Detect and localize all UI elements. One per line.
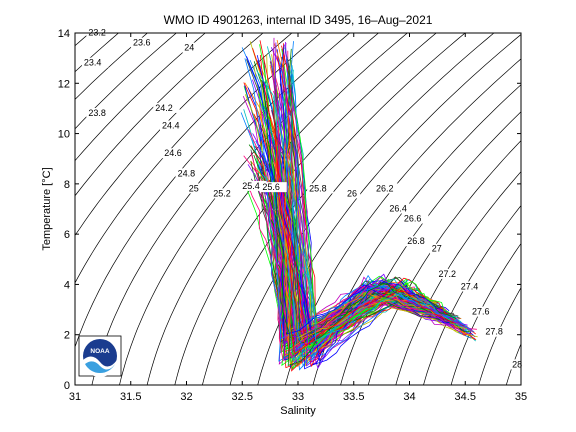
y-tick-label: 10 bbox=[58, 129, 70, 141]
noaa-logo: NOAA bbox=[78, 335, 122, 377]
contour-label-background bbox=[436, 268, 463, 279]
contour-label: 24 bbox=[184, 43, 194, 53]
contour-label-background bbox=[307, 183, 334, 194]
contour-label: 26 bbox=[347, 188, 357, 198]
contour-label: 27.4 bbox=[461, 281, 479, 291]
contour-label-background bbox=[345, 188, 361, 199]
y-tick-label: 14 bbox=[58, 28, 70, 40]
contour-label: 27.8 bbox=[485, 327, 503, 337]
contour-label: 23.6 bbox=[133, 38, 151, 48]
contour-label-background bbox=[182, 42, 198, 53]
contour-label: 26.2 bbox=[376, 183, 394, 193]
contour-label-background bbox=[483, 326, 510, 337]
contour-label: 25.6 bbox=[262, 182, 280, 192]
contour-label-background bbox=[186, 183, 202, 194]
profile-line bbox=[260, 110, 438, 340]
x-tick-label: 34.5 bbox=[455, 391, 476, 403]
profile-line bbox=[256, 70, 436, 342]
y-tick-label: 6 bbox=[64, 229, 70, 241]
contour-label-background bbox=[387, 203, 414, 214]
contour-label-background bbox=[159, 120, 187, 131]
density-contour-line bbox=[75, 33, 264, 237]
contour-label: 23.4 bbox=[84, 58, 102, 68]
x-tick-label: 32 bbox=[180, 391, 192, 403]
density-contour-line bbox=[75, 33, 148, 100]
profile-line bbox=[282, 67, 464, 367]
profile-line bbox=[269, 55, 433, 360]
contour-label: 26.8 bbox=[407, 236, 425, 246]
density-contour-line bbox=[395, 171, 521, 385]
contour-label: 27 bbox=[432, 244, 442, 254]
contour-label: 25.8 bbox=[309, 183, 327, 193]
profile-line bbox=[287, 58, 454, 346]
contour-label: 25 bbox=[189, 183, 199, 193]
density-contour-line bbox=[229, 33, 495, 385]
contour-label-background bbox=[458, 281, 486, 292]
density-contour-line bbox=[75, 33, 235, 197]
density-contour-line bbox=[119, 33, 380, 385]
y-axis-label: Temperature [°C] bbox=[41, 167, 53, 250]
contour-label: 24.6 bbox=[164, 148, 182, 158]
contour-label: 23.8 bbox=[88, 108, 106, 118]
contour-label-background bbox=[510, 359, 526, 370]
chart-title: WMO ID 4901263, internal ID 3495, 16–Aug… bbox=[164, 13, 433, 27]
contour-label: 26.4 bbox=[389, 204, 407, 214]
density-contour-line bbox=[75, 33, 293, 284]
contour-label-background bbox=[175, 168, 202, 179]
contour-label: 28 bbox=[512, 359, 522, 369]
x-axis-ticks: 31 31.5 32 32.5 33 33.5 34 34.5 35 bbox=[69, 33, 527, 403]
density-contour-line bbox=[450, 242, 521, 385]
x-tick-label: 34 bbox=[403, 391, 415, 403]
contour-label-background bbox=[374, 183, 401, 194]
contour-label: 24.2 bbox=[155, 103, 173, 113]
contour-label-background bbox=[81, 57, 109, 68]
density-contour-line bbox=[340, 111, 521, 385]
contour-label-background bbox=[86, 107, 113, 118]
contour-label: 24.4 bbox=[162, 121, 180, 131]
y-tick-label: 12 bbox=[58, 78, 70, 90]
x-tick-label: 35 bbox=[515, 391, 527, 403]
density-contour-line bbox=[478, 287, 521, 385]
density-contour-line bbox=[257, 34, 521, 385]
density-contour-line bbox=[367, 140, 521, 385]
contour-label: 26.6 bbox=[404, 214, 422, 224]
contour-label-background bbox=[401, 213, 429, 224]
contour-label-background bbox=[240, 180, 267, 191]
contour-label: 25.2 bbox=[213, 188, 231, 198]
contour-label-background bbox=[162, 148, 189, 159]
contour-label-background bbox=[153, 102, 180, 113]
density-contour-line bbox=[146, 33, 408, 385]
density-contour-line bbox=[75, 33, 206, 162]
contour-label: 27.2 bbox=[438, 269, 456, 279]
y-tick-label: 0 bbox=[64, 380, 70, 392]
contour-label-background bbox=[429, 243, 445, 254]
density-contour-line bbox=[423, 205, 521, 385]
y-tick-label: 4 bbox=[64, 279, 70, 291]
y-tick-label: 2 bbox=[64, 330, 70, 342]
contour-label: 25.4 bbox=[242, 181, 260, 191]
contour-label-background bbox=[405, 236, 432, 247]
contour-label-background bbox=[211, 188, 238, 199]
x-tick-label: 31 bbox=[69, 391, 81, 403]
x-tick-label: 31.5 bbox=[120, 391, 141, 403]
profile-line bbox=[288, 65, 439, 341]
x-tick-label: 33.5 bbox=[343, 391, 364, 403]
profile-line bbox=[259, 40, 455, 355]
x-axis-label: Salinity bbox=[280, 405, 316, 417]
contour-label: 27.6 bbox=[472, 307, 490, 317]
profile-line bbox=[270, 118, 432, 351]
contour-label-background bbox=[130, 37, 158, 48]
density-contour-line bbox=[75, 33, 322, 349]
contour-label: 24.8 bbox=[178, 168, 196, 178]
contour-label-background bbox=[260, 182, 287, 193]
contour-label-background bbox=[469, 306, 497, 317]
x-tick-label: 32.5 bbox=[232, 391, 253, 403]
profile-line bbox=[250, 152, 446, 359]
noaa-logo-text: NOAA bbox=[90, 348, 109, 355]
y-tick-label: 8 bbox=[64, 179, 70, 191]
x-tick-label: 33 bbox=[292, 391, 304, 403]
density-contour-line bbox=[75, 33, 177, 130]
